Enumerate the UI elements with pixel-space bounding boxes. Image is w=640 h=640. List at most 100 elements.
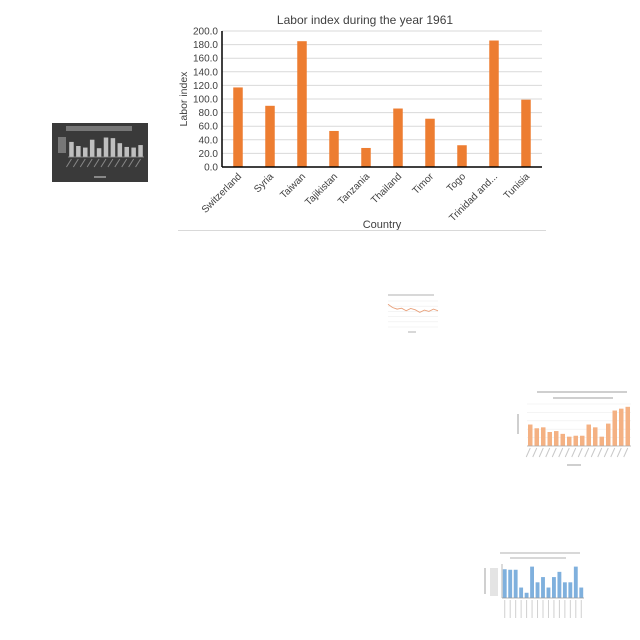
thumbnail-bar bbox=[103, 137, 109, 157]
bar-timor bbox=[425, 118, 435, 167]
thumbnail-blue-bar-chart[interactable] bbox=[470, 550, 590, 626]
y-tick-label: 120.0 bbox=[193, 81, 218, 92]
thumbnail-bar bbox=[524, 592, 529, 598]
y-tick-label: 100.0 bbox=[193, 95, 218, 106]
thumbnail-bar bbox=[131, 147, 136, 157]
thumbnail-bar bbox=[547, 432, 552, 446]
thumbnail-dark-svg bbox=[52, 123, 148, 182]
y-tick-label: 40.0 bbox=[199, 135, 219, 146]
main-chart-svg: Labor index during the year 1961 Labor i… bbox=[178, 13, 542, 231]
bar-switzerland bbox=[233, 87, 243, 167]
y-axis-label: Labor index bbox=[178, 71, 190, 127]
thumbnail-tick-placeholder bbox=[603, 447, 609, 458]
thumbnail-line-chart[interactable] bbox=[380, 293, 440, 335]
thumbnail-title-placeholder bbox=[510, 557, 566, 559]
x-tick-label: Tanzania bbox=[336, 171, 372, 207]
thumbnail-tick-placeholder bbox=[545, 447, 551, 458]
thumbnail-bar bbox=[567, 436, 572, 446]
bar-tanzania bbox=[361, 147, 371, 167]
thumbnail-tick-placeholder bbox=[558, 447, 564, 458]
x-tick-label: Taiwan bbox=[278, 171, 308, 201]
y-tick-label: 20.0 bbox=[199, 149, 219, 160]
y-tick-label: 0.0 bbox=[204, 163, 218, 174]
thumbnail-title-placeholder bbox=[537, 391, 627, 393]
thumbnail-tick-placeholder bbox=[564, 447, 570, 458]
bar-syria bbox=[265, 105, 275, 167]
x-tick-label: Timor bbox=[411, 171, 437, 197]
thumbnail-bar bbox=[573, 566, 578, 598]
thumbnail-bar bbox=[83, 147, 88, 157]
bar-trinidad-and- bbox=[489, 40, 499, 167]
y-tick-label: 60.0 bbox=[199, 122, 219, 133]
bar-taiwan bbox=[297, 41, 307, 168]
thumbnail-bar bbox=[110, 138, 116, 157]
thumbnail-dark-bar-chart[interactable] bbox=[52, 123, 148, 182]
thumbnail-tick-placeholder bbox=[93, 158, 100, 168]
thumbnail-bar bbox=[535, 582, 540, 598]
thumbnail-tick-placeholder bbox=[100, 158, 107, 168]
thumbnail-bar bbox=[606, 423, 611, 446]
thumbnail-bar bbox=[560, 433, 565, 446]
thumbnail-xlabel-placeholder bbox=[94, 176, 106, 178]
thumbnail-tick-placeholder bbox=[66, 158, 72, 168]
x-tick-label: Syria bbox=[252, 171, 276, 195]
thumbnail-bar bbox=[586, 424, 591, 446]
thumbnail-ylabel-placeholder bbox=[517, 414, 519, 434]
x-tick-label: Togo bbox=[445, 171, 468, 194]
thumbnail-bar bbox=[552, 577, 556, 598]
thumbnail-tick-placeholder bbox=[79, 158, 86, 168]
thumbnail-bar bbox=[541, 427, 546, 446]
thumbnail-bar bbox=[138, 145, 143, 157]
thumbnail-tick-placeholder bbox=[597, 447, 603, 458]
thumbnail-line-svg bbox=[387, 294, 439, 333]
thumbnail-title-placeholder bbox=[500, 552, 580, 554]
x-tick-label: Tajikistan bbox=[303, 171, 340, 208]
thumbnail-bar bbox=[124, 146, 129, 157]
thumbnail-bar bbox=[599, 436, 604, 446]
thumbnail-bar bbox=[96, 148, 102, 157]
thumbnail-bar bbox=[513, 569, 518, 598]
x-tick-label: Tunisia bbox=[502, 171, 533, 202]
thumbnail-title-placeholder bbox=[388, 294, 434, 296]
thumbnail-bar bbox=[117, 143, 123, 157]
bar-tunisia bbox=[521, 99, 531, 167]
thumbnail-peach-svg bbox=[517, 391, 631, 466]
x-tick-label: Switzerland bbox=[200, 171, 244, 215]
x-tick-label: Thailand bbox=[369, 171, 404, 206]
y-tick-label: 180.0 bbox=[193, 40, 218, 51]
thumbnail-bar bbox=[562, 582, 567, 598]
thumbnail-bar bbox=[580, 435, 585, 446]
thumbnail-bar bbox=[625, 406, 630, 446]
thumbnail-tick-placeholder bbox=[590, 447, 596, 458]
thumbnail-tick-placeholder bbox=[584, 447, 590, 458]
thumbnail-tick-placeholder bbox=[121, 158, 128, 168]
thumbnail-bar bbox=[546, 587, 551, 598]
x-axis-label: Country bbox=[363, 219, 402, 231]
thumbnail-bar bbox=[89, 139, 95, 157]
bar-thailand bbox=[393, 108, 403, 167]
thumbnail-blue-svg bbox=[484, 552, 584, 618]
thumbnail-tick-placeholder bbox=[128, 158, 135, 168]
x-tick-labels: Switzerland Syria TaiwanTajikistanTanzania… bbox=[200, 171, 533, 224]
y-tick-label: 160.0 bbox=[193, 54, 218, 65]
thumbnail-bar bbox=[502, 569, 507, 598]
thumbnail-bar bbox=[508, 569, 513, 598]
thumbnail-bar bbox=[534, 428, 539, 446]
thumbnail-title-placeholder bbox=[66, 126, 132, 131]
thumbnail-bar bbox=[557, 571, 562, 598]
thumbnail-xlabel-placeholder bbox=[567, 464, 581, 466]
thumbnail-tick-placeholder bbox=[623, 447, 629, 458]
thumbnail-bar bbox=[573, 435, 578, 446]
thumbnail-bar bbox=[76, 146, 81, 157]
bar-tajikistan bbox=[329, 130, 339, 167]
thumbnail-axis-placeholder bbox=[58, 137, 66, 153]
thumbnail-bar bbox=[579, 587, 584, 598]
y-tick-label: 200.0 bbox=[193, 27, 218, 38]
thumbnail-bar bbox=[593, 427, 598, 446]
thumbnail-tick-placeholder bbox=[577, 447, 583, 458]
thumbnail-tick-placeholder bbox=[532, 447, 538, 458]
thumbnail-bar bbox=[568, 582, 573, 598]
thumbnail-tick-placeholder bbox=[114, 158, 121, 168]
thumbnail-peach-bar-chart[interactable] bbox=[505, 386, 633, 470]
thumbnail-tick-placeholder bbox=[610, 447, 616, 458]
